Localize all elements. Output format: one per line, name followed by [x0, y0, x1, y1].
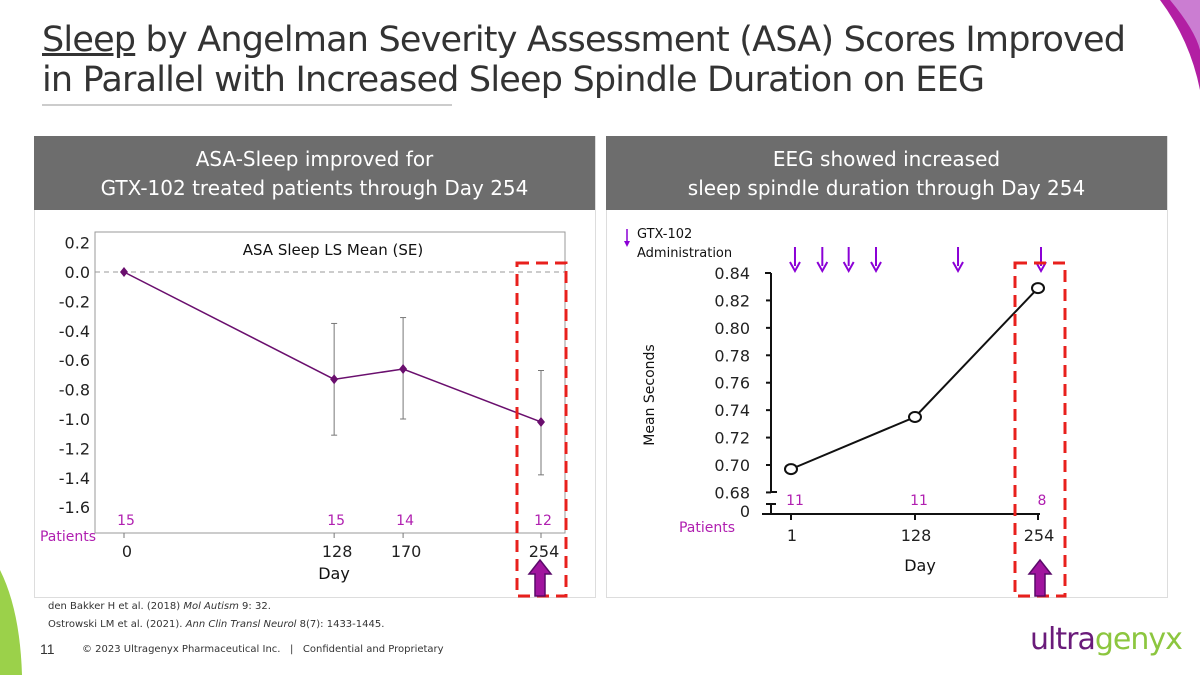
left-patient-count: 15	[117, 513, 135, 529]
right-ytick-label: 0.74	[714, 401, 750, 420]
reference-2: Ostrowski LM et al. (2021). Ann Clin Tra…	[48, 619, 385, 630]
left-data-point	[120, 267, 128, 277]
right-xtick-label: 128	[901, 526, 932, 545]
administration-arrowhead-icon	[842, 261, 855, 274]
right-panel	[606, 136, 1168, 598]
left-ytick-label: -1.6	[59, 498, 90, 517]
right-patient-count: 11	[910, 493, 928, 509]
right-ytick-label: 0.76	[714, 374, 750, 393]
right-header-line1: EEG showed increased	[772, 147, 1001, 171]
legend-label-line1: GTX-102	[637, 227, 692, 242]
left-patient-count: 14	[396, 513, 414, 529]
legend-label-line2: Administration	[637, 246, 732, 261]
title-line2: in Parallel with Increased Sleep Spindle…	[42, 60, 985, 100]
left-xtick-label: 170	[391, 542, 422, 561]
administration-arrowhead-icon	[816, 261, 829, 274]
left-ytick-label: 0.0	[65, 263, 90, 282]
left-ytick-label: -0.6	[59, 351, 90, 370]
left-xtick-label: 0	[122, 542, 132, 561]
right-data-point	[1031, 282, 1045, 295]
administration-arrowhead-icon	[1035, 261, 1047, 274]
left-plot-frame	[94, 231, 566, 534]
left-header-line1: ASA-Sleep improved for	[195, 147, 434, 171]
right-ytick-label: 0.68	[714, 483, 750, 502]
left-patient-count: 15	[327, 513, 345, 529]
right-ytick-label: 0.70	[714, 456, 750, 475]
administration-arrowhead-icon	[952, 261, 964, 274]
right-patient-count: 8	[1038, 493, 1047, 509]
left-series-line	[123, 271, 542, 423]
right-ytick-label: 0.82	[714, 291, 750, 310]
right-y-break-label: 0	[740, 502, 750, 521]
administration-arrowhead-icon	[789, 261, 801, 274]
left-panel	[34, 136, 596, 598]
left-highlight-arrow-icon	[527, 558, 553, 597]
right-patient-count: 11	[786, 493, 804, 509]
right-header-line2: sleep spindle duration through Day 254	[687, 176, 1086, 200]
page-title: Sleep by Angelman Severity Assessment (A…	[42, 20, 1126, 100]
left-header-line2: GTX-102 treated patients through Day 254	[100, 176, 529, 200]
left-chart-title: ASA Sleep LS Mean (SE)	[243, 241, 424, 259]
right-ytick-label: 0.78	[714, 346, 750, 365]
left-xtick-label: 254	[529, 542, 560, 561]
title-line1: by Angelman Severity Assessment (ASA) Sc…	[135, 20, 1126, 60]
right-ytick-label: 0.80	[714, 319, 750, 338]
right-yaxis-label: Mean Seconds	[642, 344, 658, 445]
right-xtick-label: 1	[787, 526, 797, 545]
corner-swoosh-light	[1170, 0, 1200, 50]
left-ytick-label: 0.2	[65, 234, 90, 253]
administration-arrowhead-icon	[870, 261, 882, 274]
right-data-point	[784, 463, 798, 476]
left-data-point	[330, 374, 339, 385]
left-data-point	[399, 364, 408, 375]
left-patient-count: 12	[534, 513, 552, 529]
left-ytick-label: -0.4	[59, 322, 90, 341]
left-ytick-label: -0.2	[59, 292, 90, 311]
right-ytick-label: 0.72	[714, 429, 750, 448]
left-ytick-label: -0.8	[59, 381, 90, 400]
left-ytick-label: -1.4	[59, 469, 90, 488]
left-panel-header: ASA-Sleep improved for GTX-102 treated p…	[34, 136, 595, 210]
right-xtick-label: 254	[1024, 526, 1055, 545]
right-ytick-label: 0.84	[714, 264, 750, 283]
left-ytick-label: -1.2	[59, 439, 90, 458]
title-divider	[42, 104, 452, 106]
left-patients-label: Patients	[40, 529, 96, 545]
right-highlight-box	[1013, 261, 1067, 598]
corner-swoosh-green	[0, 570, 22, 675]
title-underlined-word: Sleep	[42, 20, 136, 60]
left-xaxis-label: Day	[318, 564, 350, 583]
ultragenyx-logo: ultragenyx	[1030, 622, 1183, 657]
right-highlight-arrow-icon	[1027, 558, 1053, 597]
right-patients-label: Patients	[679, 520, 735, 536]
right-panel-header: EEG showed increased sleep spindle durat…	[606, 136, 1167, 210]
copyright: © 2023 Ultragenyx Pharmaceutical Inc. | …	[82, 644, 444, 655]
left-ytick-label: -1.0	[59, 410, 90, 429]
right-series-line	[790, 287, 1039, 471]
page-number: 11	[40, 641, 55, 657]
legend-arrow-head-icon	[624, 241, 630, 247]
right-data-point	[907, 411, 922, 423]
left-xtick-label: 128	[322, 542, 353, 561]
reference-1: den Bakker H et al. (2018) Mol Autism 9:…	[48, 601, 271, 612]
right-xaxis-label: Day	[904, 556, 936, 575]
left-data-point	[537, 416, 545, 427]
